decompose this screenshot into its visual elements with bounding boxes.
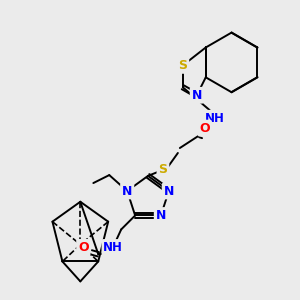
- Text: O: O: [200, 122, 210, 135]
- Text: N: N: [122, 184, 132, 197]
- Text: S: S: [158, 164, 167, 176]
- Text: N: N: [164, 184, 174, 197]
- Text: N: N: [192, 89, 202, 102]
- Text: O: O: [78, 241, 89, 254]
- Text: S: S: [178, 59, 187, 72]
- Text: NH: NH: [205, 112, 225, 124]
- Text: NH: NH: [103, 241, 123, 254]
- Text: N: N: [156, 209, 166, 222]
